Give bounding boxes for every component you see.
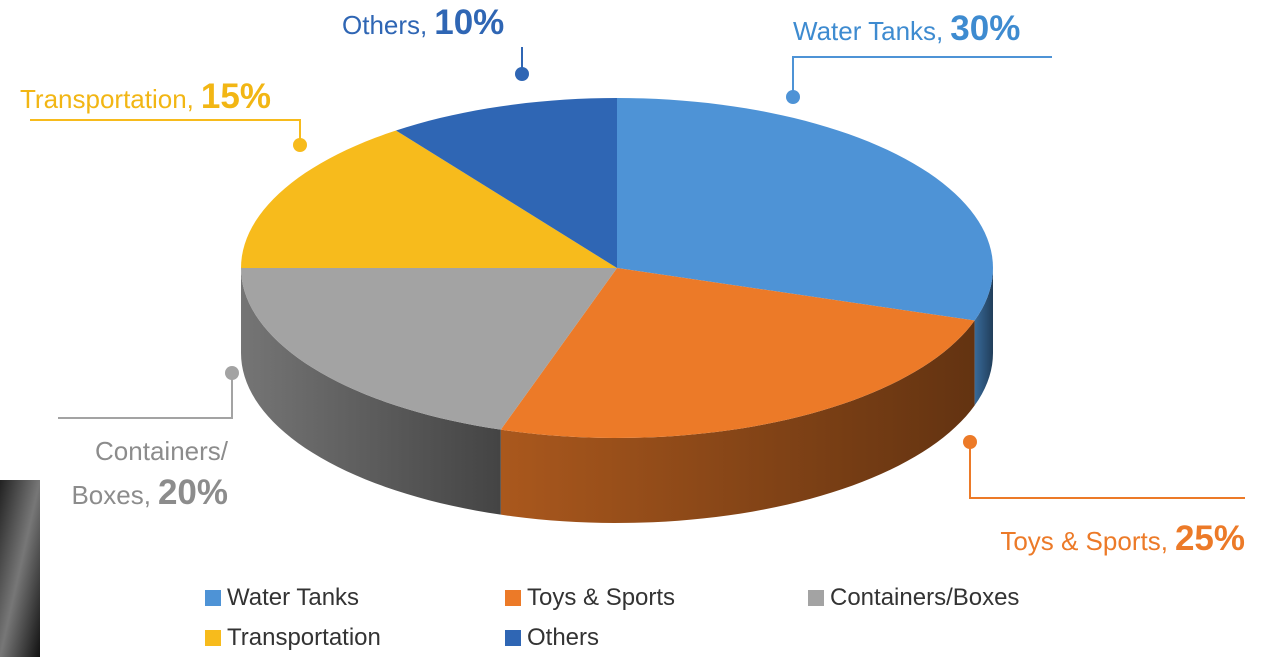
leader-line xyxy=(969,442,1245,499)
label-value: 10% xyxy=(434,3,505,42)
slice-side xyxy=(974,268,993,406)
legend-label: Containers/Boxes xyxy=(830,584,1020,611)
leader-dot xyxy=(293,138,307,152)
data-label: Others, 10% xyxy=(342,2,504,46)
legend-item: Others xyxy=(505,624,599,652)
label-value: 30% xyxy=(950,9,1021,48)
legend-item: Containers/Boxes xyxy=(808,584,1019,612)
label-name: Containers/ Boxes, xyxy=(71,436,228,510)
slice-side xyxy=(241,268,501,515)
slice xyxy=(241,130,617,268)
label-name: Others, xyxy=(342,10,428,40)
background-photo xyxy=(0,480,40,657)
data-label: Toys & Sports, 25% xyxy=(1000,518,1245,562)
leader-dot xyxy=(963,435,977,449)
legend-swatch xyxy=(205,630,221,646)
slice xyxy=(241,268,617,430)
slice-side xyxy=(500,320,975,523)
label-value: 15% xyxy=(200,77,271,116)
legend-swatch xyxy=(205,590,221,606)
legend-item: Transportation xyxy=(205,624,381,652)
leader-dot xyxy=(515,67,529,81)
legend-item: Water Tanks xyxy=(205,584,359,612)
leader-line xyxy=(58,373,233,419)
legend-label: Transportation xyxy=(227,624,381,651)
leader-dot xyxy=(225,366,239,380)
legend-label: Water Tanks xyxy=(227,584,360,611)
slice xyxy=(617,98,993,321)
label-name: Water Tanks, xyxy=(793,16,944,46)
label-name: Toys & Sports, xyxy=(1000,526,1168,556)
label-name: Transportation, xyxy=(20,84,194,114)
label-value: 25% xyxy=(1174,519,1245,558)
data-label: Water Tanks, 30% xyxy=(793,8,1020,52)
legend-swatch xyxy=(505,590,521,606)
leader-dot xyxy=(786,90,800,104)
legend-swatch xyxy=(505,630,521,646)
slice xyxy=(500,268,975,438)
label-value: 20% xyxy=(157,473,228,512)
legend-swatch xyxy=(808,590,824,606)
leader-line xyxy=(30,119,301,145)
legend-label: Others xyxy=(527,624,600,651)
leader-line xyxy=(792,56,1052,97)
data-label: Transportation, 15% xyxy=(20,76,271,120)
legend-label: Toys & Sports xyxy=(527,584,676,611)
data-label: Containers/ Boxes, 20% xyxy=(58,430,228,516)
legend-item: Toys & Sports xyxy=(505,584,675,612)
slice xyxy=(395,98,617,268)
